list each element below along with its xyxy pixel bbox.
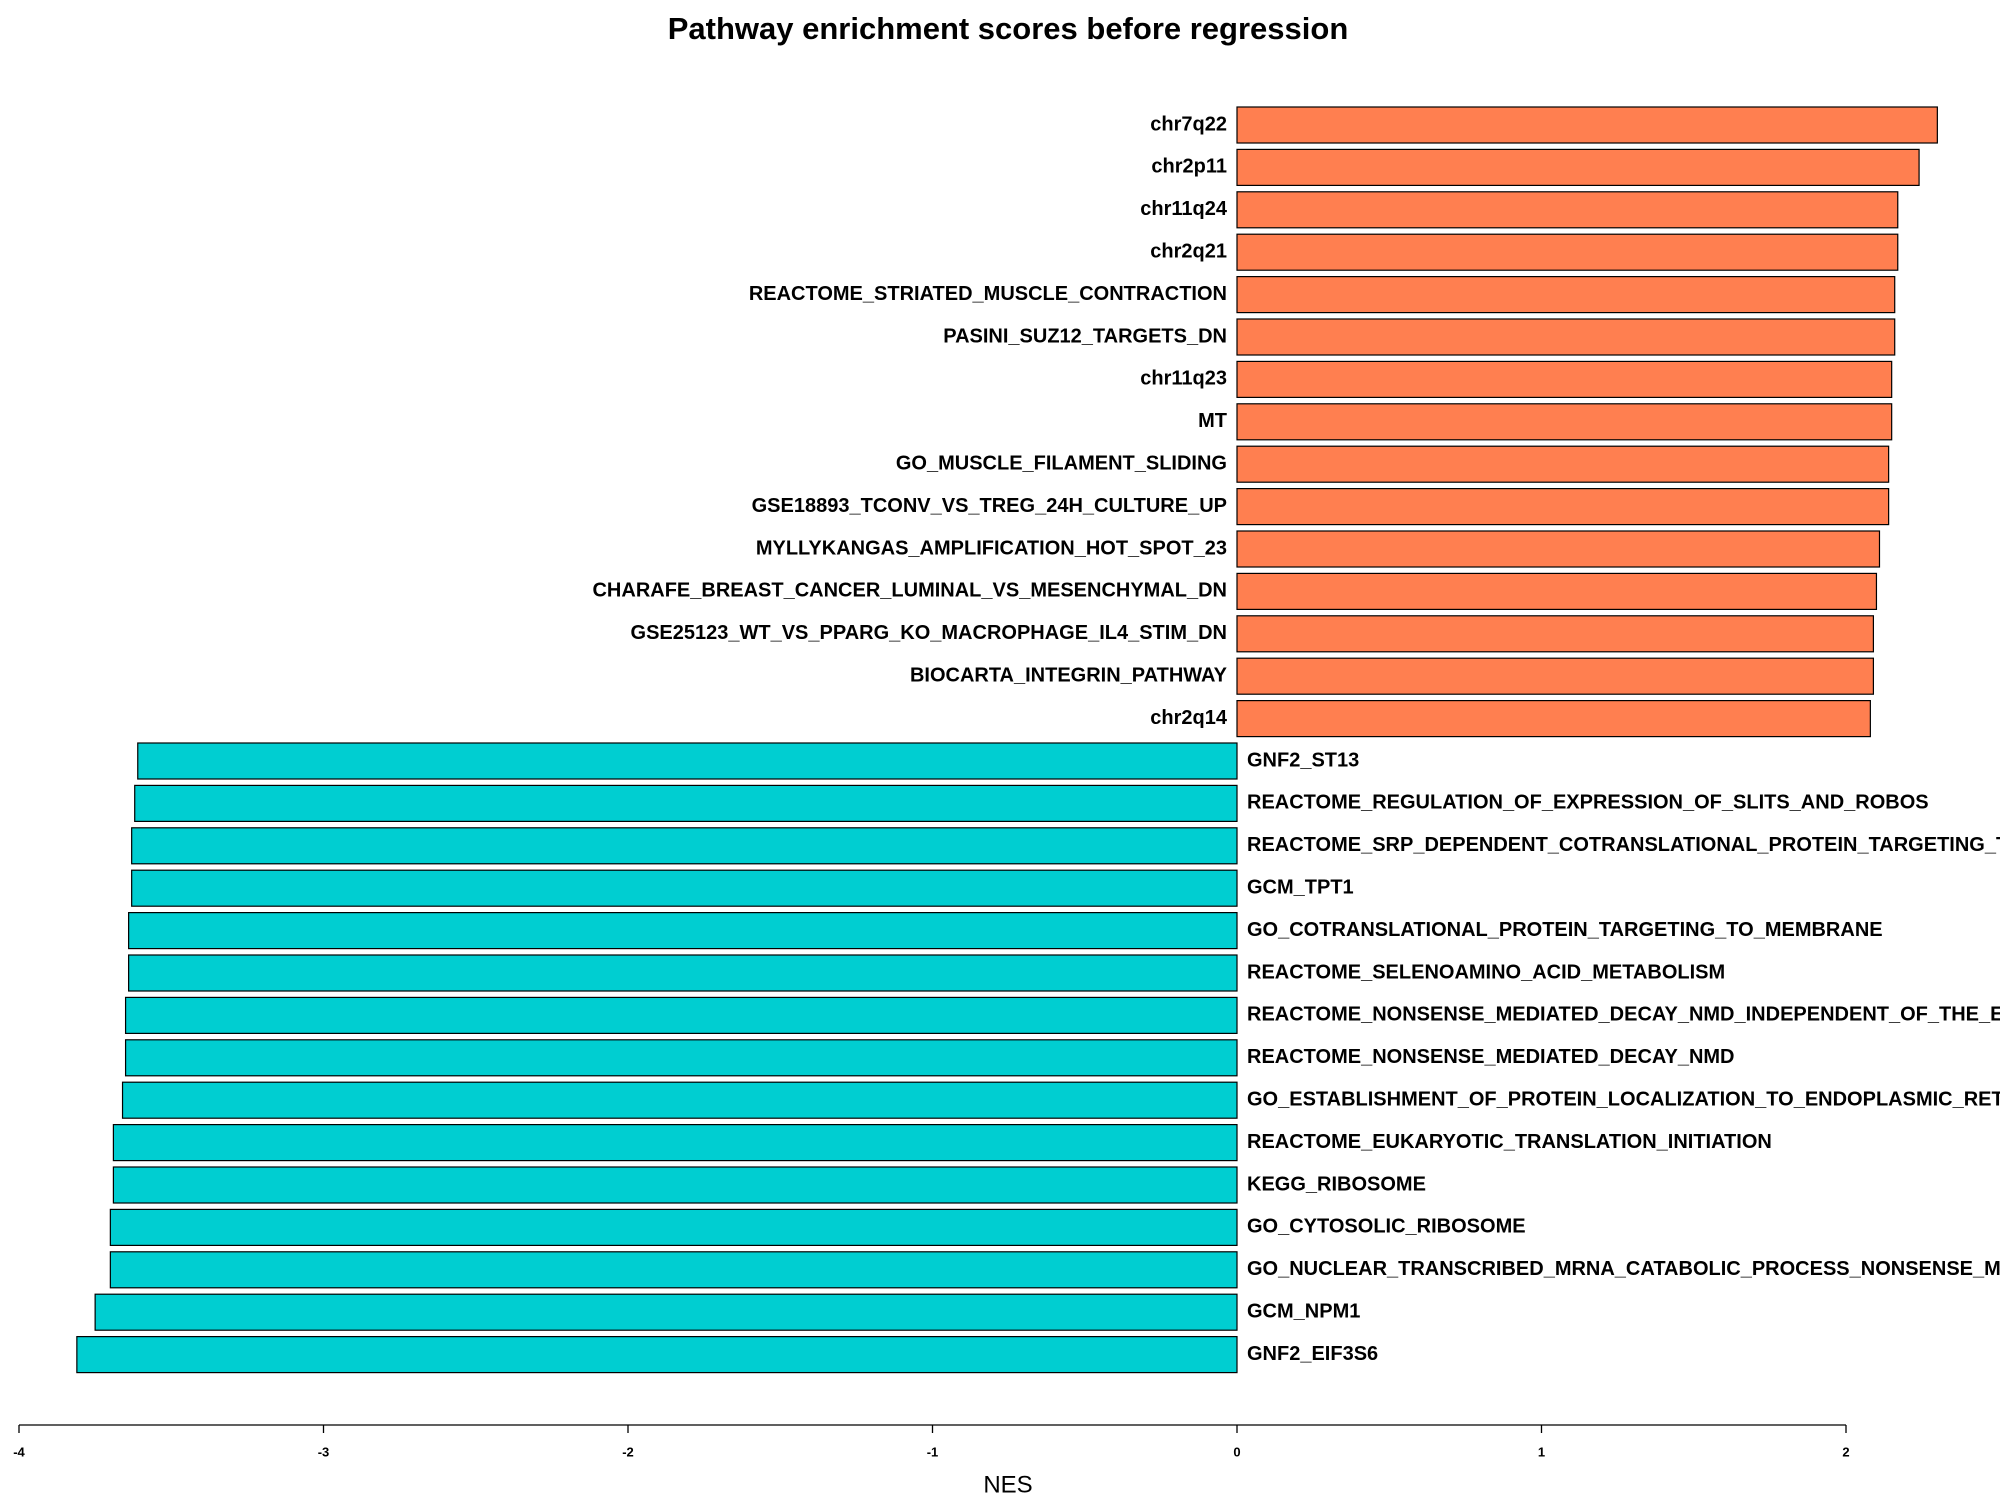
bar <box>1236 572 1878 611</box>
category-label: REACTOME_SRP_DEPENDENT_COTRANSLATIONAL_P… <box>1247 834 2000 856</box>
category-label: BIOCARTA_INTEGRIN_PATHWAY <box>910 664 1228 686</box>
category-label: chr2p11 <box>1151 156 1227 178</box>
x-tick-label: -2 <box>622 1444 634 1459</box>
category-label: chr11q23 <box>1140 368 1227 390</box>
bar <box>94 1293 1238 1331</box>
x-tick-label: -3 <box>318 1444 330 1459</box>
category-label: GO_NUCLEAR_TRANSCRIBED_MRNA_CATABOLIC_PR… <box>1247 1258 2000 1280</box>
bar <box>1236 191 1899 229</box>
category-label: chr7q22 <box>1150 113 1227 135</box>
bar <box>137 742 1238 780</box>
category-label: MYLLYKANGAS_AMPLIFICATION_HOT_SPOT_23 <box>756 537 1227 559</box>
bar <box>134 784 1238 823</box>
category-label: REACTOME_SELENOAMINO_ACID_METABOLISM <box>1247 961 1725 983</box>
x-tick-label: -1 <box>927 1444 939 1459</box>
bar <box>1236 233 1899 271</box>
bar <box>1236 148 1920 186</box>
bar <box>1236 530 1881 568</box>
category-label: GO_CYTOSOLIC_RIBOSOME <box>1247 1216 1526 1238</box>
category-label: REACTOME_REGULATION_OF_EXPRESSION_OF_SLI… <box>1247 792 1929 814</box>
bar <box>1236 318 1896 356</box>
x-tick-label: 2 <box>1842 1444 1849 1459</box>
bar <box>128 954 1238 992</box>
bar <box>1236 699 1871 738</box>
category-label: PASINI_SUZ12_TARGETS_DN <box>943 325 1227 347</box>
category-label: CHARAFE_BREAST_CANCER_LUMINAL_VS_MESENCH… <box>592 580 1227 602</box>
category-label: GSE18893_TCONV_VS_TREG_24H_CULTURE_UP <box>752 495 1227 517</box>
category-label: GO_MUSCLE_FILAMENT_SLIDING <box>896 452 1227 474</box>
category-label: REACTOME_NONSENSE_MEDIATED_DECAY_NMD_IND… <box>1247 1004 2000 1026</box>
category-label: REACTOME_EUKARYOTIC_TRANSLATION_INITIATI… <box>1247 1131 1772 1153</box>
bar <box>109 1208 1238 1247</box>
x-axis-label: NES <box>983 1471 1032 1498</box>
bar <box>76 1335 1238 1374</box>
category-label: chr2q14 <box>1150 707 1228 729</box>
category-label: GSE25123_WT_VS_PPARG_KO_MACROPHAGE_IL4_S… <box>631 622 1227 644</box>
category-label: MT <box>1198 410 1227 432</box>
bar <box>1236 488 1890 526</box>
category-label: KEGG_RIBOSOME <box>1247 1173 1426 1195</box>
category-label: GNF2_EIF3S6 <box>1247 1343 1378 1365</box>
bar <box>131 827 1238 865</box>
bar <box>1236 615 1875 653</box>
category-label: chr2q21 <box>1150 240 1227 262</box>
bar <box>1236 403 1893 441</box>
bar <box>1236 106 1938 144</box>
category-label: REACTOME_NONSENSE_MEDIATED_DECAY_NMD <box>1247 1046 1735 1068</box>
bar <box>1236 360 1893 398</box>
category-label: chr11q24 <box>1140 198 1228 220</box>
category-label: GCM_TPT1 <box>1247 876 1354 898</box>
bar <box>131 869 1238 907</box>
category-label: GNF2_ST13 <box>1247 749 1359 771</box>
bar <box>1236 276 1896 314</box>
bar <box>124 996 1238 1035</box>
bar <box>112 1123 1238 1162</box>
bar <box>1236 657 1875 695</box>
bar <box>109 1251 1238 1289</box>
category-label: GO_ESTABLISHMENT_OF_PROTEIN_LOCALIZATION… <box>1247 1088 2000 1110</box>
bar <box>128 911 1238 950</box>
x-tick-label: 1 <box>1538 1444 1545 1459</box>
bar <box>112 1166 1238 1204</box>
category-label: GO_COTRANSLATIONAL_PROTEIN_TARGETING_TO_… <box>1247 919 1883 941</box>
category-label: GCM_NPM1 <box>1247 1300 1360 1322</box>
bar <box>121 1081 1238 1119</box>
bar <box>1236 445 1890 483</box>
bar <box>124 1039 1238 1077</box>
x-tick-label: -4 <box>13 1444 25 1459</box>
x-tick-label: 0 <box>1233 1444 1240 1459</box>
category-label: REACTOME_STRIATED_MUSCLE_CONTRACTION <box>749 283 1227 305</box>
chart-title: Pathway enrichment scores before regress… <box>668 11 1349 46</box>
